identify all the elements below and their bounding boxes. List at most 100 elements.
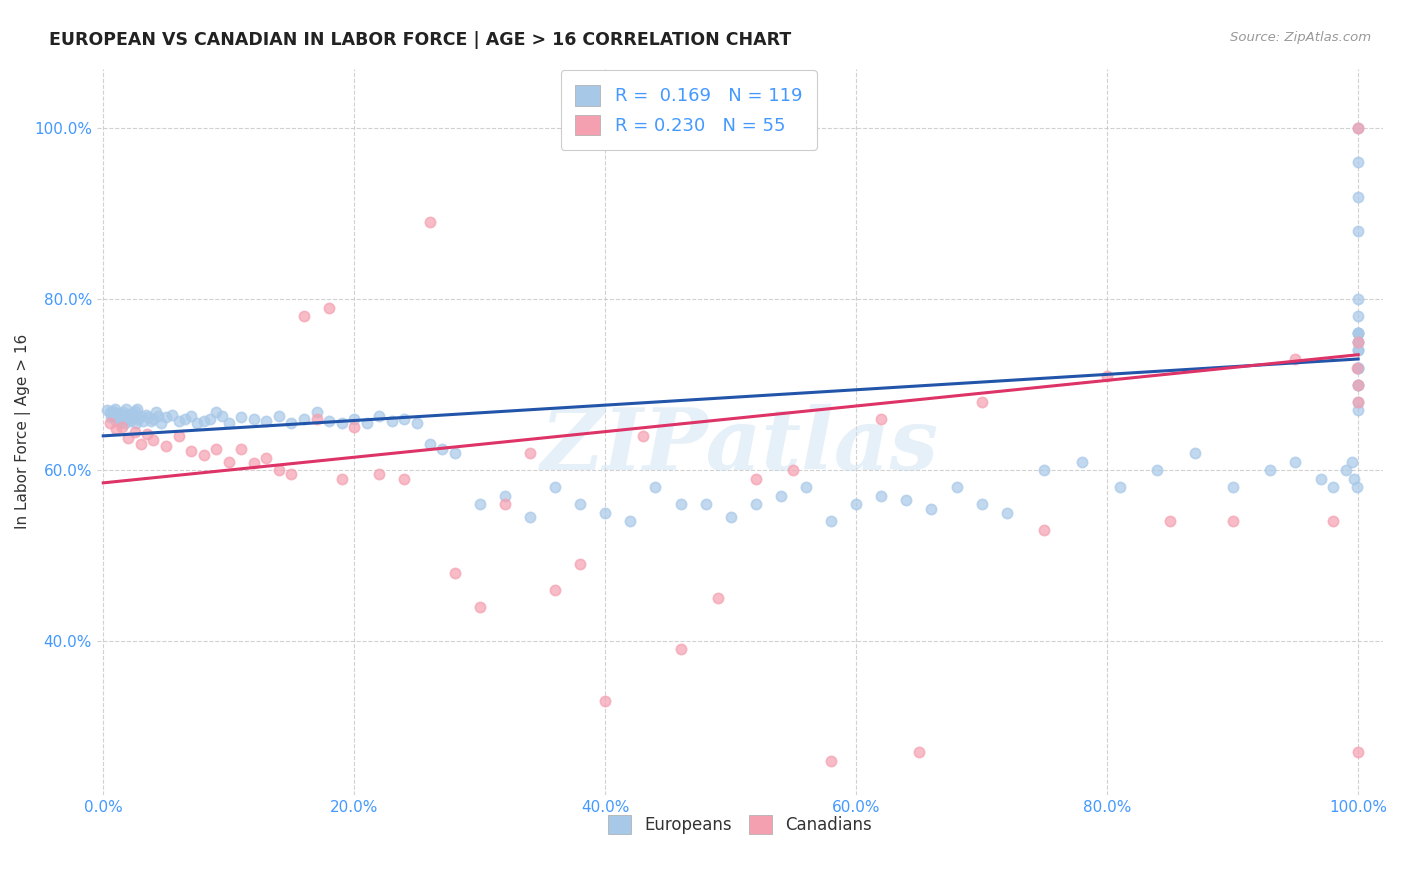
Point — [149, 416, 172, 430]
Point — [1347, 326, 1369, 341]
Point — [211, 409, 233, 424]
Text: ZIPatlas: ZIPatlas — [541, 404, 939, 488]
Point — [1184, 446, 1206, 460]
Point — [330, 472, 353, 486]
Point — [243, 412, 266, 426]
Point — [267, 463, 290, 477]
Point — [1284, 454, 1306, 468]
Point — [1322, 514, 1344, 528]
Point — [406, 416, 429, 430]
Point — [1033, 523, 1056, 537]
Point — [794, 480, 817, 494]
Point — [1071, 454, 1094, 468]
Point — [162, 408, 184, 422]
Point — [231, 410, 253, 425]
Point — [138, 410, 160, 425]
Point — [544, 480, 567, 494]
Point — [117, 408, 139, 422]
Point — [1334, 463, 1357, 477]
Point — [1346, 360, 1368, 375]
Point — [569, 497, 592, 511]
Point — [945, 480, 967, 494]
Point — [769, 489, 792, 503]
Point — [231, 442, 253, 456]
Point — [114, 401, 136, 416]
Point — [167, 429, 190, 443]
Point — [127, 412, 149, 426]
Point — [468, 599, 491, 614]
Point — [243, 456, 266, 470]
Point — [1341, 454, 1364, 468]
Point — [1347, 121, 1369, 136]
Point — [124, 425, 146, 439]
Point — [644, 480, 666, 494]
Point — [1347, 155, 1369, 169]
Point — [104, 413, 127, 427]
Point — [970, 497, 993, 511]
Point — [218, 454, 240, 468]
Point — [205, 442, 228, 456]
Point — [593, 694, 616, 708]
Point — [356, 416, 378, 430]
Point — [193, 413, 215, 427]
Point — [180, 444, 202, 458]
Point — [519, 446, 541, 460]
Point — [1347, 189, 1369, 203]
Point — [1347, 334, 1369, 349]
Point — [1347, 377, 1369, 392]
Point — [142, 412, 165, 426]
Point — [1347, 377, 1369, 392]
Point — [155, 439, 177, 453]
Point — [544, 582, 567, 597]
Point — [870, 489, 893, 503]
Point — [155, 410, 177, 425]
Point — [720, 510, 742, 524]
Point — [1222, 514, 1244, 528]
Point — [368, 409, 391, 424]
Point — [111, 420, 134, 434]
Point — [1347, 334, 1369, 349]
Point — [122, 411, 145, 425]
Point — [1347, 310, 1369, 324]
Point — [631, 429, 654, 443]
Point — [593, 506, 616, 520]
Point — [305, 412, 328, 426]
Point — [430, 442, 453, 456]
Point — [1347, 394, 1369, 409]
Point — [494, 497, 516, 511]
Point — [280, 416, 302, 430]
Point — [115, 412, 138, 426]
Point — [148, 409, 170, 424]
Point — [167, 413, 190, 427]
Point — [98, 416, 121, 430]
Point — [114, 416, 136, 430]
Point — [921, 501, 943, 516]
Point — [1346, 480, 1368, 494]
Point — [443, 446, 465, 460]
Point — [1322, 480, 1344, 494]
Point — [198, 412, 221, 426]
Point — [343, 420, 366, 434]
Text: EUROPEAN VS CANADIAN IN LABOR FORCE | AGE > 16 CORRELATION CHART: EUROPEAN VS CANADIAN IN LABOR FORCE | AG… — [49, 31, 792, 49]
Point — [124, 404, 146, 418]
Point — [619, 514, 641, 528]
Point — [695, 497, 717, 511]
Point — [1347, 745, 1369, 759]
Point — [908, 745, 931, 759]
Point — [1347, 394, 1369, 409]
Legend: Europeans, Canadians: Europeans, Canadians — [598, 805, 883, 845]
Point — [569, 557, 592, 571]
Point — [129, 409, 152, 424]
Point — [318, 413, 340, 427]
Point — [970, 394, 993, 409]
Point — [98, 405, 121, 419]
Point — [103, 402, 125, 417]
Point — [1347, 360, 1369, 375]
Point — [1347, 360, 1369, 375]
Point — [896, 492, 918, 507]
Point — [1347, 343, 1369, 358]
Point — [381, 413, 404, 427]
Point — [1108, 480, 1130, 494]
Point — [305, 405, 328, 419]
Point — [186, 416, 208, 430]
